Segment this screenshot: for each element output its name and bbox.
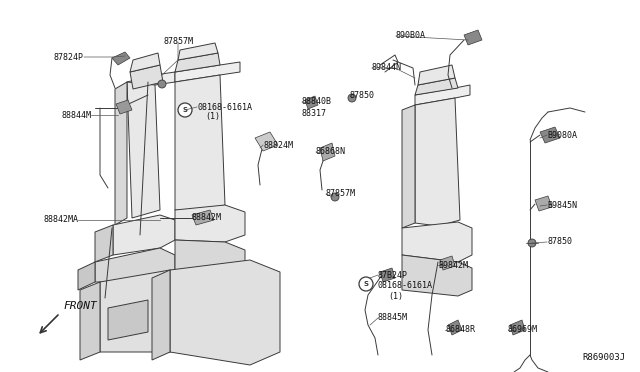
Text: 08168-6161A: 08168-6161A (197, 103, 252, 112)
Polygon shape (175, 240, 245, 278)
Text: 87850: 87850 (547, 237, 572, 247)
Polygon shape (175, 53, 220, 72)
Text: 88317: 88317 (302, 109, 327, 118)
Polygon shape (415, 98, 460, 226)
Polygon shape (170, 260, 280, 365)
Polygon shape (130, 53, 160, 72)
Polygon shape (540, 127, 560, 143)
Polygon shape (178, 43, 218, 60)
Circle shape (348, 94, 356, 102)
Polygon shape (510, 320, 525, 335)
Text: 86848R: 86848R (445, 326, 475, 334)
Text: 08168-6161A: 08168-6161A (378, 282, 433, 291)
Circle shape (331, 193, 339, 201)
Text: 890B0A: 890B0A (395, 32, 425, 41)
Polygon shape (112, 52, 130, 65)
Polygon shape (116, 100, 132, 114)
Polygon shape (402, 105, 415, 228)
Polygon shape (418, 65, 455, 85)
Text: 88842M: 88842M (191, 214, 221, 222)
Polygon shape (440, 256, 455, 270)
Polygon shape (380, 268, 395, 282)
Polygon shape (113, 215, 175, 255)
Polygon shape (78, 262, 95, 290)
Text: FRONT: FRONT (63, 301, 97, 311)
Polygon shape (305, 96, 318, 109)
Text: B9842M: B9842M (438, 260, 468, 269)
Text: 87B24P: 87B24P (378, 270, 408, 279)
Polygon shape (95, 248, 175, 282)
Polygon shape (127, 82, 160, 218)
Text: (1): (1) (388, 292, 403, 301)
Polygon shape (175, 75, 225, 212)
Polygon shape (448, 320, 462, 335)
Circle shape (158, 80, 166, 88)
Polygon shape (402, 255, 472, 296)
Text: R869003J: R869003J (582, 353, 625, 362)
Polygon shape (130, 65, 163, 89)
Polygon shape (80, 282, 100, 360)
Text: B9845N: B9845N (547, 201, 577, 209)
Polygon shape (175, 62, 240, 82)
Circle shape (359, 277, 373, 291)
Polygon shape (415, 85, 470, 105)
Polygon shape (255, 132, 278, 151)
Polygon shape (108, 300, 148, 340)
Text: 88840B: 88840B (302, 97, 332, 106)
Polygon shape (415, 78, 458, 95)
Text: 88824M: 88824M (263, 141, 293, 150)
Text: S: S (364, 281, 369, 287)
Circle shape (528, 239, 536, 247)
Text: 88844M: 88844M (61, 110, 91, 119)
Polygon shape (100, 270, 205, 352)
Polygon shape (95, 225, 113, 262)
Text: 88845M: 88845M (378, 314, 408, 323)
Polygon shape (192, 210, 214, 225)
Text: 86969M: 86969M (508, 326, 538, 334)
Text: 88842MA: 88842MA (43, 215, 78, 224)
Text: 89844N: 89844N (372, 64, 402, 73)
Polygon shape (127, 72, 175, 92)
Polygon shape (535, 196, 552, 211)
Text: (1): (1) (205, 112, 220, 122)
Polygon shape (115, 82, 127, 225)
Polygon shape (464, 30, 482, 45)
Polygon shape (320, 143, 335, 161)
Text: 87857M: 87857M (163, 38, 193, 46)
Text: 87850: 87850 (350, 92, 375, 100)
Text: 87857M: 87857M (326, 189, 356, 199)
Text: 86868N: 86868N (316, 148, 346, 157)
Polygon shape (402, 222, 472, 262)
Text: S: S (182, 107, 188, 113)
Polygon shape (175, 205, 245, 242)
Text: 87824P: 87824P (54, 52, 84, 61)
Circle shape (178, 103, 192, 117)
Polygon shape (152, 270, 170, 360)
Text: B9080A: B9080A (547, 131, 577, 140)
